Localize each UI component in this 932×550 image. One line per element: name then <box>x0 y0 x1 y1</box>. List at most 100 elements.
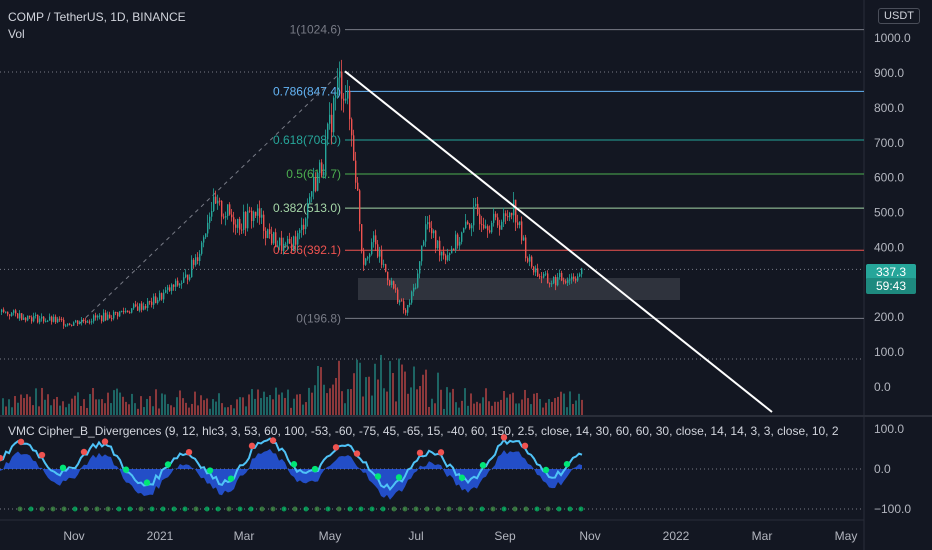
candle-body <box>571 276 573 280</box>
volume-bar <box>83 399 85 415</box>
candle-body <box>55 316 57 323</box>
y-tick-label: 200.0 <box>874 310 904 324</box>
volume-bar <box>404 371 406 415</box>
candle-body <box>573 276 575 279</box>
volume-bar <box>494 401 496 415</box>
candle-body <box>499 225 501 230</box>
candle-body <box>503 213 505 222</box>
candle-body <box>387 271 389 281</box>
candle-body <box>51 316 53 322</box>
indicator-bottom-dot <box>61 506 67 512</box>
candle-body <box>195 257 197 265</box>
indicator-dot <box>458 474 466 481</box>
indicator-dot <box>122 466 130 473</box>
candle-body <box>313 177 315 192</box>
candle-body <box>13 310 15 313</box>
candle-body <box>391 281 393 286</box>
indicator-bottom-dot <box>83 506 89 512</box>
candle-body <box>411 291 413 303</box>
candle-body <box>427 222 429 225</box>
volume-bar <box>299 394 301 415</box>
candle-body <box>139 303 141 311</box>
volume-bar <box>260 398 262 415</box>
candle-body <box>67 323 69 326</box>
volume-bar <box>257 389 259 415</box>
candle-body <box>267 229 269 239</box>
candle-body <box>547 273 549 284</box>
candle-body <box>275 232 277 248</box>
candle-body <box>429 222 431 228</box>
candle-body <box>299 230 301 234</box>
volume-bar <box>203 400 205 415</box>
volume-bar <box>515 403 517 415</box>
candle-body <box>385 264 387 272</box>
candle-body <box>89 321 91 323</box>
volume-bar <box>518 403 520 415</box>
volume-bar <box>371 395 373 415</box>
volume-bar <box>182 398 184 415</box>
volume-bar <box>419 386 421 415</box>
candle-body <box>475 203 477 207</box>
indicator-dot <box>269 437 277 444</box>
candle-body <box>545 273 547 275</box>
volume-bar <box>80 406 82 415</box>
volume-bar <box>509 394 511 415</box>
volume-bar <box>386 391 388 415</box>
indicator-bottom-dot <box>567 506 573 512</box>
candle-body <box>249 210 251 212</box>
candle-body <box>81 319 83 323</box>
candle-body <box>515 199 517 223</box>
candle-body <box>5 311 7 313</box>
candle-body <box>465 221 467 229</box>
volume-bar <box>41 387 43 415</box>
volume-bar <box>539 399 541 415</box>
volume-label: Vol <box>8 27 25 41</box>
volume-bar <box>362 396 364 415</box>
indicator-dot <box>395 474 403 481</box>
indicator-bottom-dot <box>226 506 232 512</box>
currency-button[interactable]: USDT <box>878 8 920 24</box>
candle-body <box>327 123 329 140</box>
fib-label: 0.236(392.1) <box>273 243 341 257</box>
candle-body <box>143 306 145 310</box>
volume-bar <box>455 402 457 415</box>
candle-body <box>363 251 365 265</box>
candle-body <box>243 211 245 230</box>
candle-body <box>343 98 345 101</box>
volume-bar <box>155 389 157 415</box>
volume-bar <box>68 403 70 415</box>
fib-label: 0(196.8) <box>296 311 341 325</box>
candle-body <box>257 208 259 216</box>
candle-body <box>397 289 399 303</box>
candle-body <box>493 213 495 223</box>
volume-bar <box>122 396 124 415</box>
candle-body <box>517 222 519 226</box>
volume-bar <box>425 369 427 415</box>
candle-body <box>171 284 173 291</box>
volume-bar <box>110 403 112 415</box>
volume-bar <box>353 373 355 415</box>
candle-body <box>39 318 41 323</box>
volume-bar <box>11 407 13 415</box>
volume-bar <box>128 404 130 415</box>
x-tick-label: Nov <box>63 529 84 543</box>
candle-body <box>579 274 581 277</box>
candle-body <box>455 234 457 251</box>
volume-bar <box>350 389 352 415</box>
candle-body <box>315 177 317 191</box>
volume-bar <box>557 396 559 415</box>
candle-body <box>487 226 489 231</box>
candle-body <box>355 160 357 183</box>
candle-body <box>231 214 233 218</box>
candle-body <box>141 303 143 310</box>
x-tick-label: 2021 <box>147 529 174 543</box>
indicator-dot <box>143 479 151 486</box>
volume-bar <box>263 391 265 415</box>
candle-body <box>529 256 531 262</box>
candle-body <box>149 301 151 303</box>
candle-body <box>57 318 59 323</box>
candle-body <box>413 287 415 292</box>
candle-body <box>285 243 287 245</box>
candle-body <box>75 320 77 323</box>
